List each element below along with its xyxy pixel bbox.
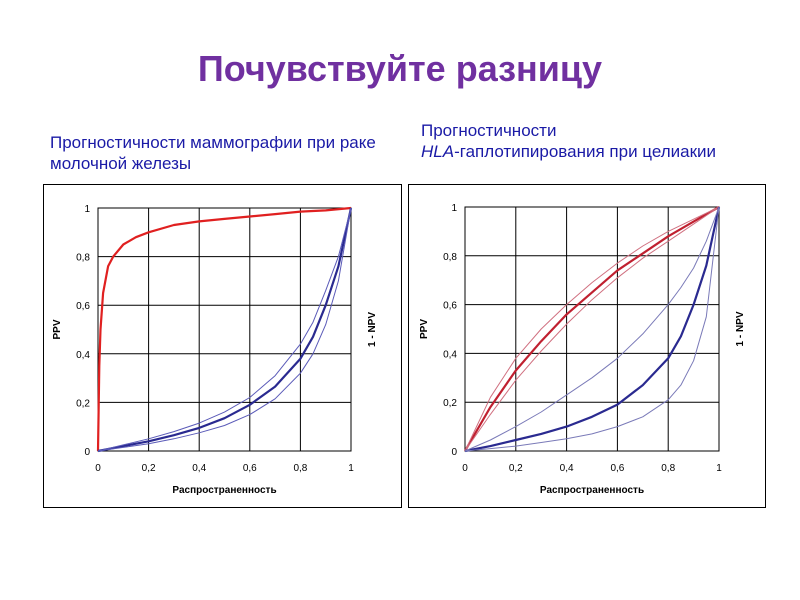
y-tick-label: 1 — [84, 204, 90, 215]
y-tick-label: 0,4 — [76, 350, 90, 361]
x-tick-label: 1 — [348, 463, 354, 474]
y2-axis-label: 1 - NPV — [735, 311, 746, 346]
x-axis-label: Распространенность — [540, 485, 644, 496]
x-tick-label: 0,6 — [610, 463, 624, 474]
chart-hla: 0 0,2 0,4 0,6 0,8 1 0 0,2 0,4 0,6 0,8 1 Распростране… — [419, 203, 746, 496]
chart-panel-hla: 0 0,2 0,4 0,6 0,8 1 0 0,2 0,4 0,6 0,8 1 Распростране… — [408, 184, 766, 508]
y-axis-label: PPV — [52, 319, 63, 339]
x-tick-label: 0,6 — [243, 463, 257, 474]
y-tick-label: 1 — [451, 203, 457, 214]
series-line-npv-band — [464, 206, 720, 452]
y-tick-label: 0,6 — [76, 301, 90, 312]
series-line-npv — [97, 207, 353, 453]
plot-frame — [464, 206, 720, 452]
series-line-ppv — [96, 206, 352, 452]
series-line-npv-band — [97, 207, 352, 452]
caption-hla-em: HLA — [421, 142, 455, 161]
y-tick-label: 0 — [84, 447, 90, 458]
x-tick-label: 0 — [462, 463, 468, 474]
x-tick-label: 0,4 — [560, 463, 574, 474]
y-tick-label: 0,8 — [443, 252, 457, 263]
x-tick-label: 0 — [95, 463, 101, 474]
series-line-ppv — [464, 206, 720, 452]
plot-frame — [97, 207, 352, 452]
x-tick-label: 1 — [716, 463, 722, 474]
y-tick-label: 0,8 — [76, 253, 90, 264]
caption-mammography: Прогностичности маммографии при раке мол… — [50, 133, 376, 173]
chart-mammography: 0 0,2 0,4 0,6 0,8 1 0 0,2 0,4 0,6 0,8 1 Распростране… — [52, 204, 378, 496]
caption-hla: Прогностичности HLA-гаплотипирования при… — [421, 120, 716, 162]
x-tick-label: 0,4 — [192, 463, 206, 474]
y-tick-label: 0,2 — [76, 398, 90, 409]
x-tick-label: 0,8 — [293, 463, 307, 474]
caption-hla-line1: Прогностичности — [421, 121, 557, 140]
y-tick-label: 0,2 — [443, 398, 457, 409]
series-line-ppv-band — [464, 206, 720, 452]
x-tick-label: 0,2 — [509, 463, 523, 474]
x-tick-label: 0,2 — [142, 463, 156, 474]
series-line-npv-band — [464, 206, 720, 452]
x-axis-label: Распространенность — [172, 485, 276, 496]
y-tick-label: 0 — [451, 447, 457, 458]
series-line-npv-band — [97, 207, 352, 452]
slide-title: Почувствуйте разницу — [197, 48, 603, 89]
y-tick-label: 0,4 — [443, 349, 457, 360]
caption-hla-rest: -гаплотипирования при целиакии — [454, 142, 717, 161]
chart-panel-mammography: 0 0,2 0,4 0,6 0,8 1 0 0,2 0,4 0,6 0,8 1 Распростране… — [43, 184, 402, 508]
y2-axis-label: 1 - NPV — [367, 312, 378, 347]
series-line-npv — [464, 206, 721, 453]
y-axis-label: PPV — [419, 319, 430, 339]
series-line-ppv-band — [464, 206, 720, 452]
caption-hla-line2: HLA-гаплотипирования при целиакии — [421, 141, 716, 162]
x-tick-label: 0,8 — [661, 463, 675, 474]
y-tick-label: 0,6 — [443, 301, 457, 312]
